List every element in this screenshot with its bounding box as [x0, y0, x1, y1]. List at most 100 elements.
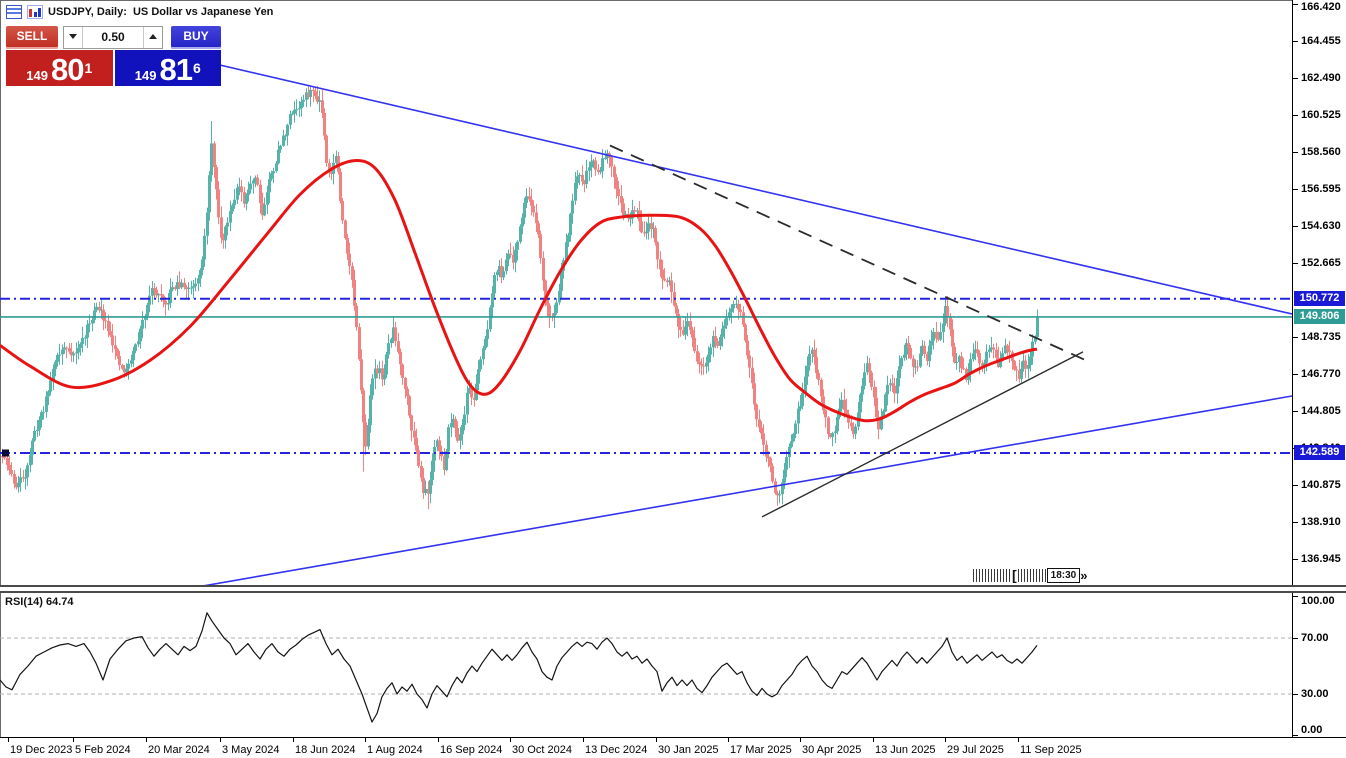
chevron-down-icon [69, 34, 77, 40]
buy-price-box[interactable]: 149 81 6 [114, 50, 221, 87]
pane-separator[interactable] [0, 585, 1346, 593]
rsi-indicator-pane[interactable]: RSI(14) 64.74 [0, 593, 1292, 737]
chart-header: USDJPY, Daily: US Dollar vs Japanese Yen [6, 4, 273, 20]
buy-price-main: 81 [159, 52, 192, 87]
countdown-progress-stripes [1017, 568, 1047, 582]
rsi-tick-label: 100.00 [1301, 595, 1335, 607]
time-tick [728, 738, 729, 742]
time-tick-label: 3 May 2024 [222, 744, 280, 756]
price-tick-label: 154.630 [1301, 220, 1341, 232]
time-tick [510, 738, 511, 742]
time-axis[interactable]: 19 Dec 2023 5 Feb 2024 20 Mar 2024 3 May 20… [0, 737, 1346, 758]
price-tick-label: 148.735 [1301, 331, 1341, 343]
price-tick-label: 164.455 [1301, 35, 1341, 47]
price-level-badge: 150.772 [1294, 291, 1345, 306]
moving-average-line [0, 159, 1038, 423]
price-tick [1293, 374, 1298, 375]
price-tick-label: 156.595 [1301, 183, 1341, 195]
chart-icon[interactable] [27, 5, 43, 19]
sell-price-box[interactable]: 149 80 1 [6, 50, 113, 86]
price-tick [1293, 559, 1298, 560]
time-tick [365, 738, 366, 742]
main-chart-pane[interactable] [0, 0, 1292, 585]
rsi-tick-label: 0.00 [1301, 724, 1323, 736]
time-tick-label: 13 Jun 2025 [875, 744, 936, 756]
time-tick-label: 16 Sep 2024 [440, 744, 503, 756]
price-tick [1293, 411, 1298, 412]
countdown-progress-stripes [973, 568, 1011, 582]
time-tick-label: 29 Jul 2025 [947, 744, 1004, 756]
rsi-tick [1293, 596, 1298, 597]
trendlines [203, 63, 1292, 585]
bar-close-countdown: [ 18:30 » [973, 567, 1087, 583]
ascending-support [203, 395, 1292, 585]
price-tick [1293, 152, 1298, 153]
price-tick [1293, 41, 1298, 42]
time-tick [146, 738, 147, 742]
time-tick-label: 19 Dec 2023 [10, 744, 73, 756]
chart-title: USDJPY, Daily: US Dollar vs Japanese Yen [48, 6, 274, 18]
countdown-bracket: [ [1012, 566, 1017, 583]
time-tick-label: 5 Feb 2024 [75, 744, 131, 756]
time-tick [873, 738, 874, 742]
rsi-tick [1293, 638, 1298, 639]
price-tick [1293, 115, 1298, 116]
one-click-trading-panel: SELL 0.50 BUY 149 80 1 149 81 6 [6, 26, 221, 86]
price-tick [1293, 226, 1298, 227]
volume-decrease-button[interactable] [64, 27, 83, 48]
countdown-chevron-icon: » [1080, 567, 1088, 583]
volume-input[interactable]: 0.50 [101, 30, 125, 44]
price-tick [1293, 78, 1298, 79]
price-tick-label: 140.875 [1301, 479, 1341, 491]
journal-icon[interactable] [6, 5, 22, 19]
wedge-lower [761, 351, 1084, 518]
rsi-tick-label: 70.00 [1301, 632, 1329, 644]
volume-increase-button[interactable] [143, 27, 162, 48]
price-tick [1293, 522, 1298, 523]
price-axis[interactable]: 166.420 164.455 162.490 160.525 158.560 156.5… [1292, 0, 1346, 737]
sell-price-main: 80 [50, 52, 84, 87]
chevron-up-icon [149, 34, 157, 40]
time-tick-label: 11 Sep 2025 [1020, 744, 1082, 756]
descending-resistance [214, 63, 1292, 315]
rsi-tick [1293, 694, 1298, 695]
rsi-chart[interactable] [0, 593, 1292, 737]
price-tick-label: 152.665 [1301, 257, 1341, 269]
price-level-badge: 142.589 [1294, 445, 1345, 460]
time-tick [800, 738, 801, 742]
time-tick [945, 738, 946, 742]
price-tick [1293, 263, 1298, 264]
buy-price-prefix: 149 [134, 68, 157, 83]
time-tick-label: 18 Jun 2024 [295, 744, 356, 756]
price-tick-label: 144.805 [1301, 405, 1341, 417]
buy-price-pip: 6 [192, 60, 201, 76]
sell-price-prefix: 149 [26, 68, 48, 83]
time-tick-label: 13 Dec 2024 [585, 744, 648, 756]
wedge-upper-dashed [609, 144, 1087, 362]
time-tick-label: 20 Mar 2024 [148, 744, 210, 756]
price-tick-label: 166.420 [1301, 1, 1341, 13]
time-tick [438, 738, 439, 742]
buy-button[interactable]: BUY [171, 26, 221, 49]
price-tick-label: 160.525 [1301, 109, 1341, 121]
candles [1, 84, 1039, 510]
time-tick-label: 17 Mar 2025 [730, 744, 792, 756]
time-tick-label: 30 Oct 2024 [512, 744, 572, 756]
time-tick [656, 738, 657, 742]
price-tick-label: 162.490 [1301, 72, 1341, 84]
rsi-tick [1293, 735, 1298, 736]
sell-button[interactable]: SELL [6, 26, 58, 49]
time-tick-label: 1 Aug 2024 [367, 744, 423, 756]
time-tick [583, 738, 584, 742]
volume-stepper: 0.50 [63, 26, 163, 49]
candlestick-chart[interactable] [0, 0, 1292, 585]
time-tick [220, 738, 221, 742]
price-tick-label: 138.910 [1301, 516, 1341, 528]
price-tick [1293, 189, 1298, 190]
price-tick-label: 158.560 [1301, 146, 1341, 158]
time-tick-label: 30 Jan 2025 [658, 744, 719, 756]
countdown-time: 18:30 [1046, 567, 1081, 583]
time-tick [1018, 738, 1019, 742]
rsi-tick-label: 30.00 [1301, 688, 1329, 700]
